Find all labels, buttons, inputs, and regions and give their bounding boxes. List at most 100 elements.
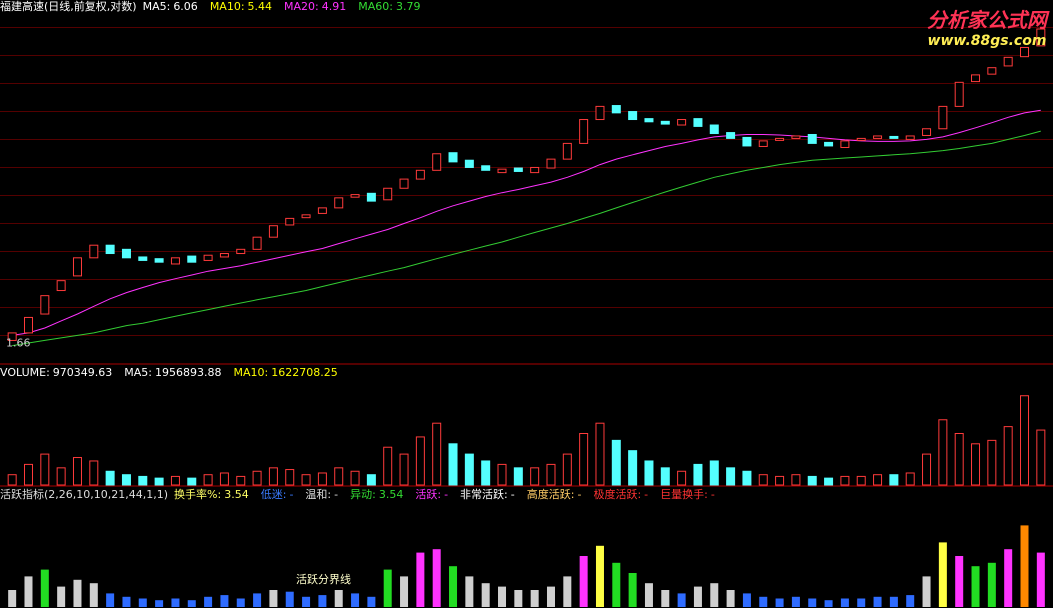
candle [23,316,33,334]
candle [971,74,981,83]
activity-bar [840,598,849,607]
volume-bar [791,474,801,486]
candle [873,135,883,139]
candle [628,111,638,121]
activity-bar [57,586,66,607]
ma-line [12,130,1041,347]
volume-bar [742,470,752,486]
volume-bar [415,436,425,486]
annotation: 活跃分界线 [296,572,351,586]
ma-stat: MA60: 3.79 [358,0,426,13]
activity-bar [318,595,327,607]
activity-bar [644,583,653,607]
candle [938,105,948,130]
candle [660,120,670,125]
activity-bar [987,562,996,607]
activity-bar [383,569,392,607]
ma-value: 6.06 [173,0,198,13]
volume-bar [644,460,654,486]
candle [481,165,491,171]
stat-name: 温和: [305,488,332,501]
candle [285,217,295,226]
volume-bar [285,469,295,486]
activity-bar [661,590,670,607]
volume-bar [219,472,229,486]
stat: MA10: 1622708.25 [234,366,344,379]
ma-line [12,109,1041,336]
activity-bar [595,545,604,607]
volume-bar [856,475,866,486]
activity-bar [449,566,458,607]
volume-bar [89,460,99,486]
volume-bar [448,443,458,486]
price-header: 福建高速(日线,前复权,对数) MA5: 6.06 MA10: 5.44 MA20: 4.9… [0,0,432,14]
volume-bar [1020,395,1030,486]
ma-value: 5.44 [247,0,273,13]
volume-bar [873,474,883,486]
stat-name: 高度活跃: [526,488,575,501]
ma-stat: MA5: 6.06 [143,0,204,13]
logo-name: 分析家公式网 [927,8,1047,32]
stat: 低迷: - [261,488,300,501]
stat: 巨量换手: - [660,488,721,501]
activity-bar [106,593,115,607]
candle [317,207,327,214]
candle [530,166,540,174]
volume-bar [611,439,621,486]
activity-bar [481,583,490,607]
activity-bar [187,600,196,607]
volume-bar [889,474,899,486]
activity-bar [693,586,702,607]
stat: MA5: 1956893.88 [124,366,227,379]
activity-bar [432,549,441,607]
volume-bar [383,446,393,486]
indicator-header: 活跃指标(2,26,10,10,21,44,1,1) 换手率%: 3.54 低迷: - 温… [0,488,727,502]
activity-bar [253,593,262,607]
candle [497,168,507,174]
stat: 高度活跃: - [527,488,588,501]
candle [236,248,246,255]
title: 福建高速(日线,前复权,对数) [0,0,137,13]
activity-bar [628,573,637,607]
candle [40,295,50,315]
activity-bar [726,590,735,607]
candle [154,258,164,263]
volume-bar [105,470,115,486]
stat-value: 970349.63 [52,366,113,379]
candle [170,257,180,265]
stat-value: - [710,488,715,501]
candle [889,135,899,139]
volume-bar [513,467,523,486]
stat: 异动: 3.54 [350,488,409,501]
volume-bar [350,470,360,486]
activity-bar [1020,525,1029,607]
activity-bar [530,590,539,607]
stat-value: - [510,488,515,501]
activity-bar [8,590,17,607]
activity-bar [710,583,719,607]
candle [350,194,360,198]
candle [7,332,17,341]
activity-bar [24,576,33,607]
volume-bar [236,475,246,486]
candle [677,119,687,126]
activity-bar [302,596,311,607]
activity-bar [514,590,523,607]
stat-value: - [577,488,582,501]
stat-value: - [334,488,339,501]
activity-bar [236,598,245,607]
activity-bar [563,576,572,607]
candle [579,119,589,144]
volume-bar [824,477,834,486]
activity-bar [922,576,931,607]
volume-bar [203,474,213,486]
stat-name: 巨量换手: [660,488,708,501]
activity-bar [955,556,964,607]
grid-background [0,0,1053,362]
stat: 极度活跃: - [593,488,654,501]
activity-bar [742,593,751,607]
candle [644,118,654,123]
activity-bar [73,579,82,607]
ma-name: MA5: [142,0,171,13]
candle [219,253,229,258]
